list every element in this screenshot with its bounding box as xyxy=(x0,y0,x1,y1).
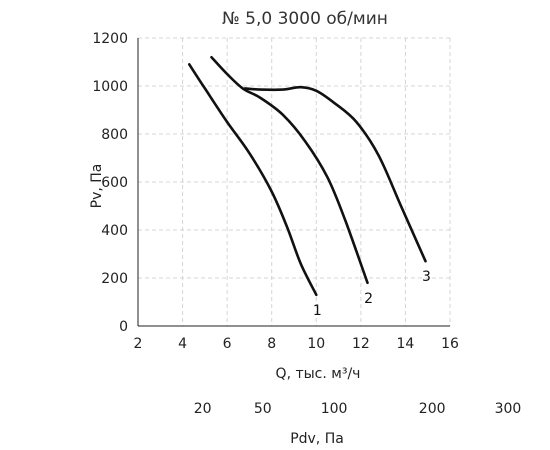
series-labels: 1 2 3 xyxy=(313,269,431,319)
pdv-tick-label: 20 xyxy=(194,401,212,417)
y-tick-label: 400 xyxy=(101,223,128,239)
x-tick-label: 14 xyxy=(397,336,415,352)
x-axis-label: Q, тыс. м³/ч xyxy=(276,366,361,382)
x-tick-label: 6 xyxy=(223,336,232,352)
grid xyxy=(138,37,451,326)
curve-3 xyxy=(243,85,427,263)
chart-title: № 5,0 3000 об/мин xyxy=(222,9,388,29)
y-tick-label: 800 xyxy=(101,127,128,143)
pdv-axis-label: Pdv, Па xyxy=(290,431,344,447)
x-tick-label: 2 xyxy=(134,336,143,352)
curve-label-2: 2 xyxy=(364,291,373,307)
x-tick-label: 16 xyxy=(441,336,459,352)
pdv-tick-label: 200 xyxy=(419,401,446,417)
y-tick-label: 600 xyxy=(101,175,128,191)
x-tick-label: 10 xyxy=(307,336,325,352)
y-tick-label: 200 xyxy=(101,271,128,287)
y-tick-label: 1200 xyxy=(92,31,128,47)
pdv-tick-label: 100 xyxy=(321,401,348,417)
curve-label-1: 1 xyxy=(313,303,322,319)
pdv-tick-label: 50 xyxy=(254,401,272,417)
y-tick-label: 0 xyxy=(119,319,128,335)
x-tick-label: 8 xyxy=(267,336,276,352)
y-tick-labels: 0 200 400 600 800 1000 1200 xyxy=(92,31,128,335)
y-axis-label: Pv, Па xyxy=(89,164,105,209)
x-tick-label: 12 xyxy=(352,336,370,352)
curve-label-3: 3 xyxy=(422,269,431,285)
pdv-tick-labels: 20 50 100 200 300 xyxy=(194,401,522,417)
x-tick-label: 4 xyxy=(178,336,187,352)
y-tick-label: 1000 xyxy=(92,79,128,95)
axes xyxy=(137,38,450,327)
series-curves xyxy=(188,55,427,297)
x-tick-labels: 2 4 6 8 10 12 14 16 xyxy=(134,336,459,352)
curve-2 xyxy=(210,55,369,285)
pdv-tick-label: 300 xyxy=(495,401,522,417)
curve-1 xyxy=(188,63,318,297)
